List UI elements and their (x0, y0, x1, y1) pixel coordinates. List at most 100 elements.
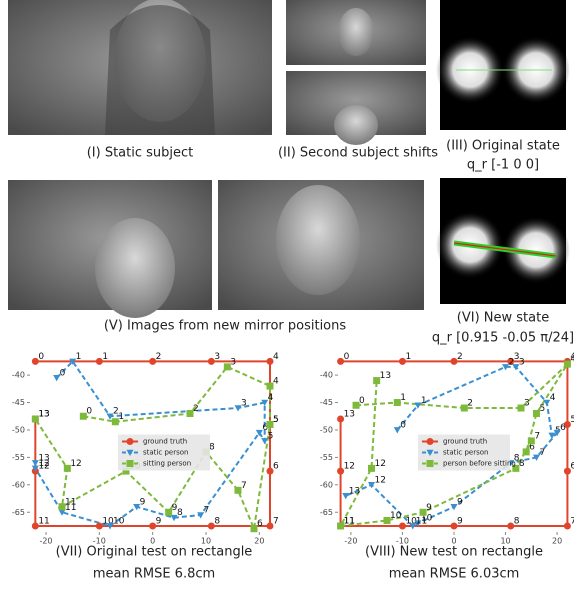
marker (393, 399, 401, 407)
marker (426, 438, 434, 445)
point-label: 12 (344, 462, 355, 472)
marker (261, 438, 269, 445)
marker (548, 432, 556, 439)
point-label: 5 (268, 431, 274, 441)
caption: (II) Second subject shifts (278, 146, 438, 161)
marker (207, 357, 215, 365)
marker (517, 404, 525, 412)
point-label: 4 (550, 393, 556, 403)
point-label: 6 (273, 462, 279, 472)
x-tick-label: 10 (500, 537, 510, 546)
marker (337, 357, 345, 365)
marker (393, 427, 401, 434)
marker (426, 460, 434, 467)
series-line (338, 363, 569, 528)
point-label: 6 (560, 423, 566, 433)
point-label: 11 (65, 503, 76, 513)
caption: (III) Original state (446, 139, 560, 154)
marker (58, 503, 66, 511)
point-label: 3 (514, 352, 520, 362)
marker (426, 449, 434, 456)
marker (512, 464, 520, 472)
chart-subcaption: mean RMSE 6.8cm (93, 567, 215, 582)
chart-caption: (VIII) New test on rectangle (365, 545, 543, 560)
point-label: 12 (38, 459, 49, 469)
x-tick-label: 20 (254, 537, 264, 546)
point-label: 7 (204, 505, 210, 515)
marker (563, 522, 571, 530)
marker (532, 410, 540, 418)
y-tick-label: -60 (12, 480, 25, 489)
point-label: 9 (457, 516, 463, 526)
point-label: 10 (102, 516, 114, 526)
marker (106, 523, 114, 530)
x-tick-label: -20 (344, 537, 357, 546)
marker (133, 503, 141, 511)
point-label: 12 (38, 462, 49, 472)
marker (31, 522, 39, 530)
point-label: 5 (273, 415, 279, 425)
point-label: 2 (509, 357, 515, 367)
point-label: 13 (38, 453, 49, 463)
marker (383, 516, 391, 524)
point-label: 1 (421, 396, 427, 406)
marker (53, 375, 61, 382)
caption: (I) Static subject (87, 146, 194, 161)
point-label: 10 (421, 514, 433, 524)
point-label: 8 (514, 516, 520, 526)
marker (337, 522, 345, 530)
point-label: 9 (140, 497, 146, 507)
marker (368, 482, 376, 489)
photo-new-mirror-2 (218, 180, 424, 310)
legend-label: ground truth (443, 438, 487, 446)
point-label: 13 (380, 371, 391, 381)
marker (250, 525, 258, 533)
marker (111, 418, 119, 426)
series-line (339, 360, 569, 527)
marker (126, 449, 134, 456)
x-tick-label: 0 (150, 537, 155, 546)
marker (126, 438, 134, 445)
marker (31, 465, 39, 472)
point-label: 0 (359, 396, 365, 406)
point-label: 1 (118, 412, 124, 422)
point-label: 8 (519, 459, 525, 469)
point-label: 9 (426, 503, 432, 513)
point-label: 3 (519, 357, 525, 367)
marker (266, 420, 274, 428)
marker (186, 410, 194, 418)
marker (149, 357, 157, 365)
point-label: 9 (172, 503, 178, 513)
caption: q_r [0.915 -0.05 π/24] (432, 331, 574, 346)
point-label: 4 (268, 393, 274, 403)
marker (409, 523, 417, 530)
marker (197, 512, 205, 519)
legend-label: static person (143, 449, 188, 457)
marker (414, 402, 422, 409)
marker (532, 454, 540, 461)
y-tick-label: -65 (320, 508, 333, 517)
marker (373, 377, 381, 385)
photo-new-mirror-1 (8, 180, 212, 318)
marker (352, 401, 360, 409)
marker (342, 492, 350, 500)
marker (223, 363, 231, 371)
point-label: 10 (113, 516, 125, 526)
point-label: 4 (570, 355, 574, 365)
marker (106, 413, 114, 420)
chart-caption: (VII) Original test on rectangle (56, 545, 253, 560)
marker (126, 460, 134, 467)
point-label: 0 (38, 352, 44, 362)
marker (543, 399, 551, 407)
point-label: 2 (156, 352, 162, 362)
point-label: 8 (214, 516, 220, 526)
point-label: 3 (214, 352, 220, 362)
marker (79, 412, 87, 420)
point-label: 13 (38, 409, 49, 419)
point-label: 13 (349, 486, 360, 496)
point-label: 11 (344, 516, 355, 526)
legend-label: ground truth (143, 438, 187, 446)
marker (563, 467, 571, 475)
x-tick-label: -10 (93, 537, 106, 546)
